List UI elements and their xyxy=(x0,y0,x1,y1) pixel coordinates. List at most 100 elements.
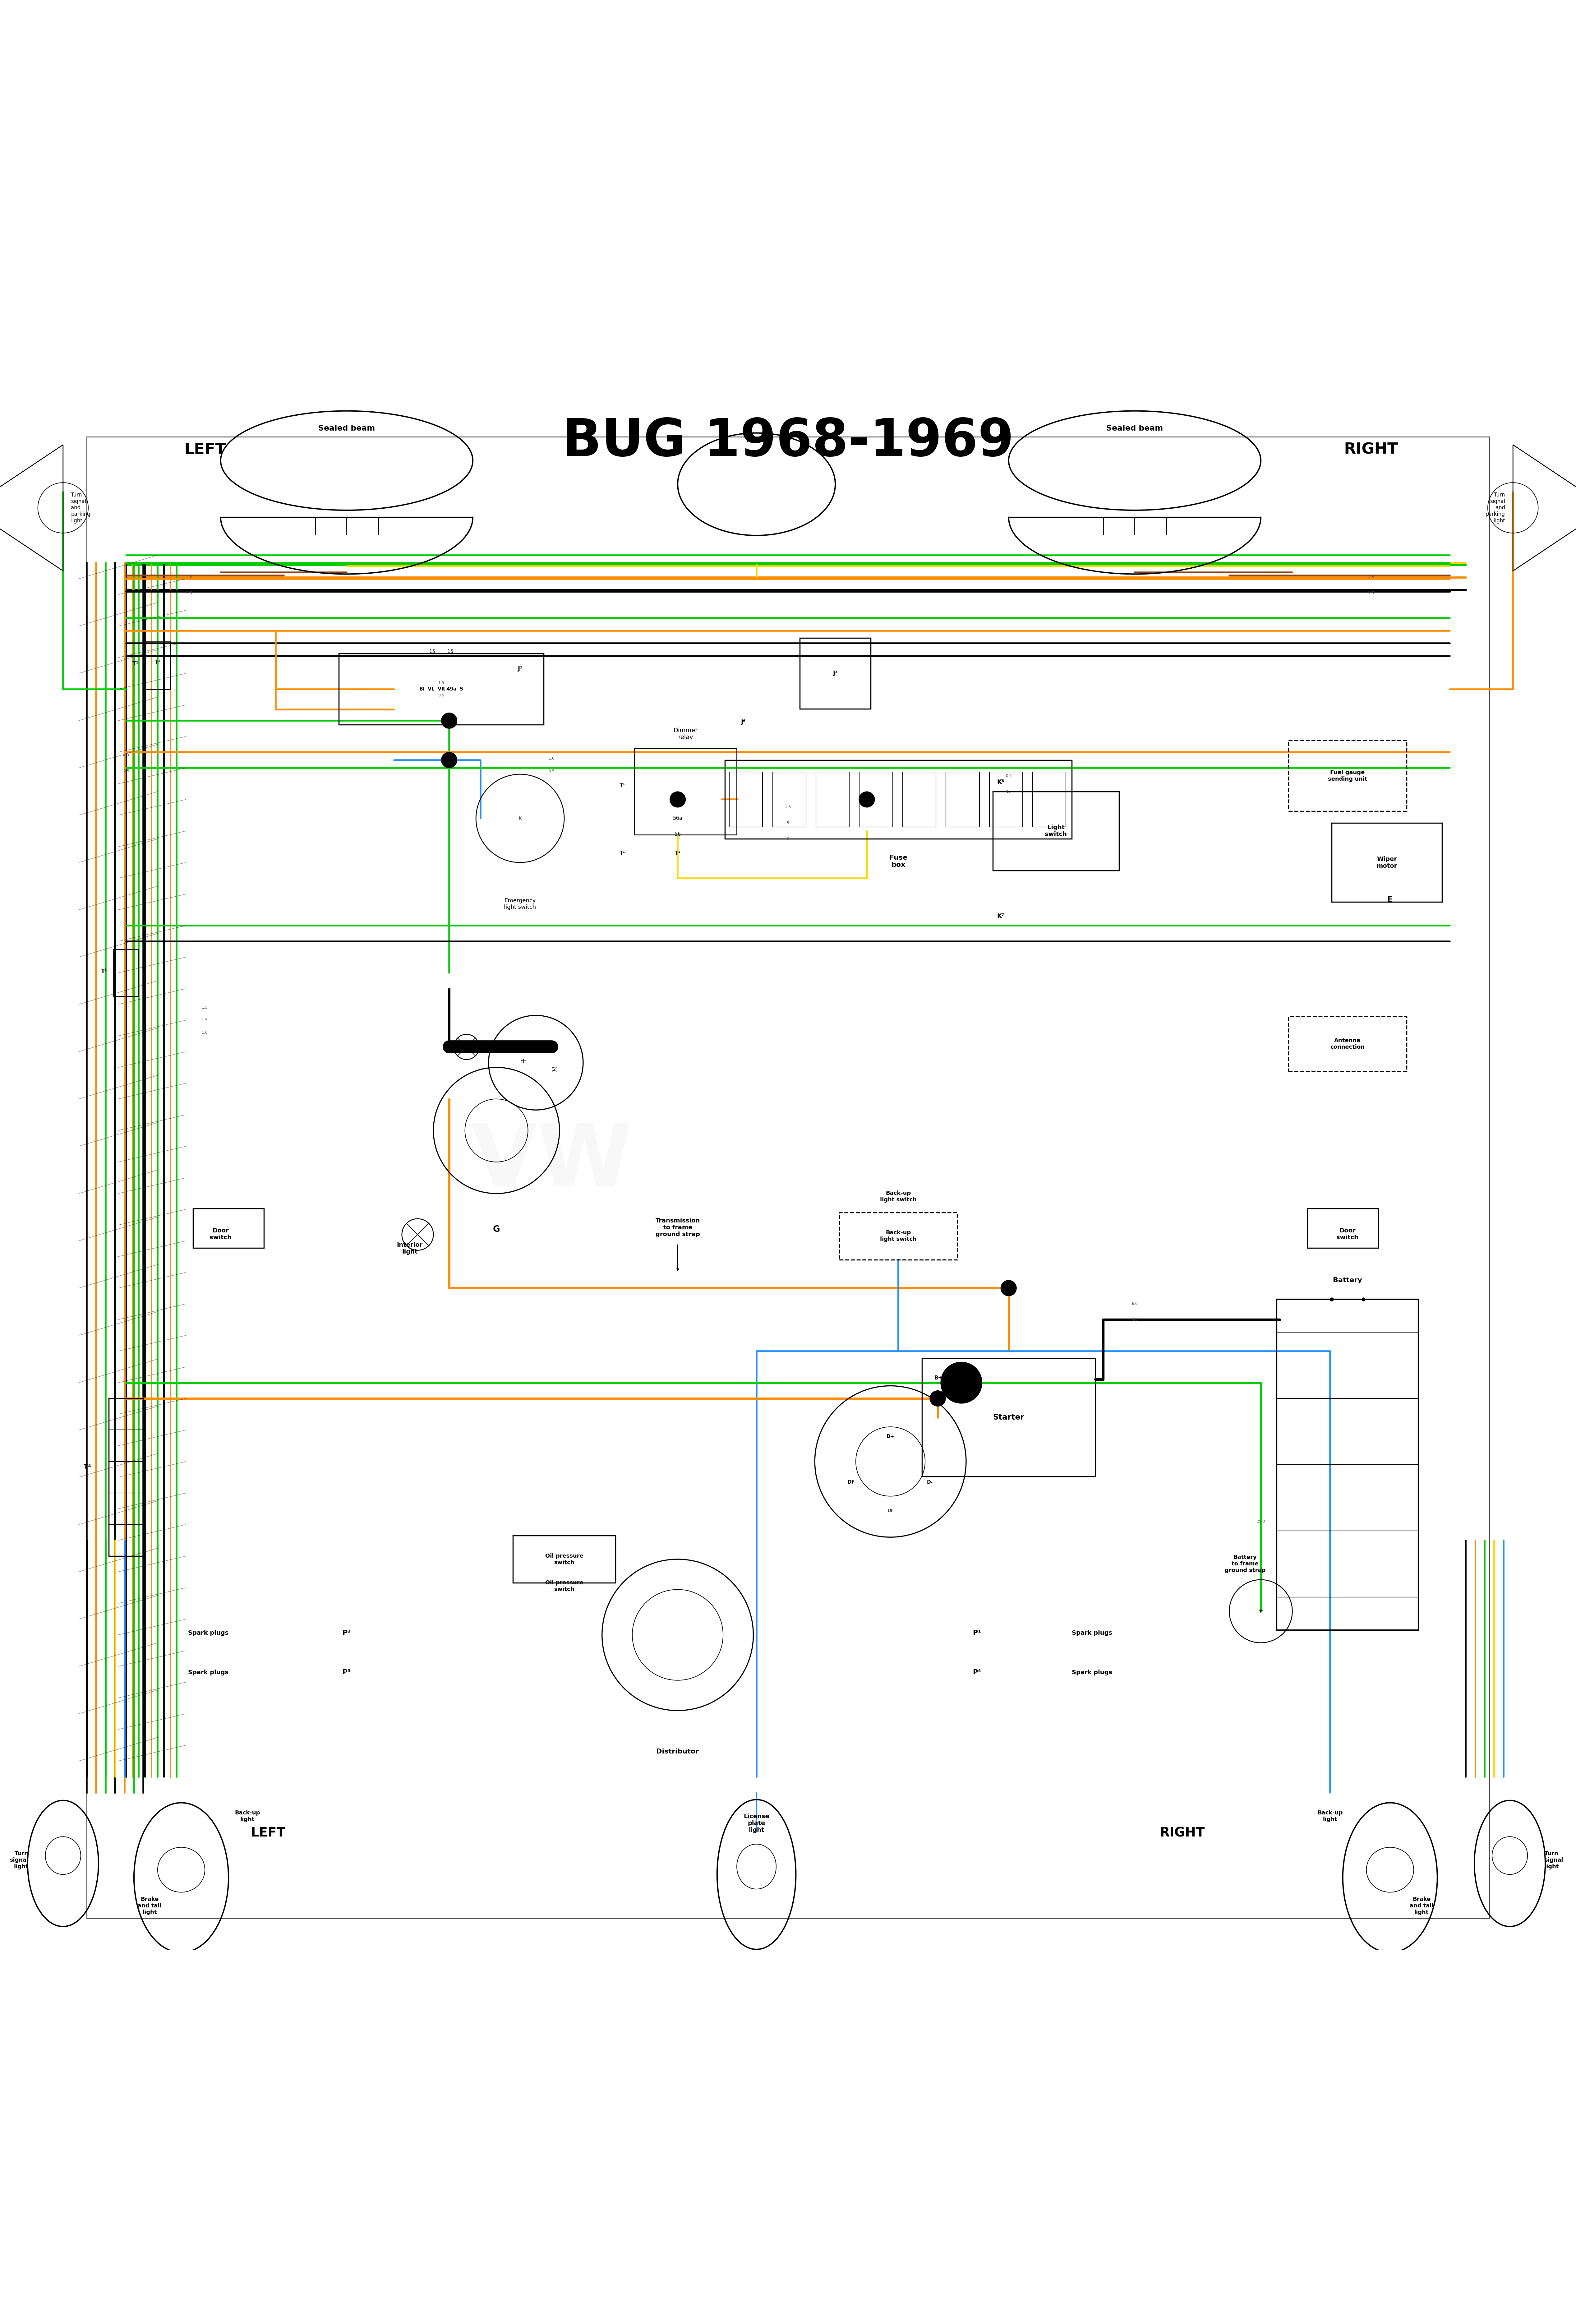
Circle shape xyxy=(1001,1281,1017,1297)
Text: Brake
and tail
light: Brake and tail light xyxy=(1409,1896,1434,1915)
Text: 1.0: 1.0 xyxy=(548,755,555,760)
Text: Oil pressure
switch: Oil pressure switch xyxy=(545,1580,583,1592)
Text: Emergency
light switch: Emergency light switch xyxy=(504,897,536,911)
Text: P³: P³ xyxy=(342,1669,351,1676)
Bar xyxy=(730,772,763,827)
Text: Back-up
light: Back-up light xyxy=(1318,1810,1343,1822)
Circle shape xyxy=(941,1362,982,1404)
Bar xyxy=(87,437,1489,1920)
Bar xyxy=(903,772,936,827)
Text: 56a: 56a xyxy=(673,816,682,820)
Text: Light
switch: Light switch xyxy=(1045,825,1067,837)
Text: Battery
to frame
ground strap: Battery to frame ground strap xyxy=(1225,1555,1266,1573)
Bar xyxy=(990,772,1023,827)
Text: 2.5: 2.5 xyxy=(123,769,129,774)
Bar xyxy=(946,772,979,827)
Text: Door
switch: Door switch xyxy=(1336,1227,1359,1241)
Bar xyxy=(772,772,805,827)
Text: 25.0: 25.0 xyxy=(1256,1520,1266,1525)
Text: 0.5: 0.5 xyxy=(438,693,444,697)
Text: Turn
signal
and
parking
light: Turn signal and parking light xyxy=(1486,493,1505,523)
Text: VW: VW xyxy=(471,1120,632,1204)
Circle shape xyxy=(441,753,457,767)
Text: Spark plugs: Spark plugs xyxy=(188,1669,229,1676)
Text: RIGHT: RIGHT xyxy=(1344,442,1398,458)
Text: 2.5: 2.5 xyxy=(1368,574,1374,579)
Text: 2.5: 2.5 xyxy=(785,806,791,809)
Circle shape xyxy=(670,792,686,806)
Text: Bl  VL  VR 49a  S: Bl VL VR 49a S xyxy=(419,688,463,693)
Text: Spark plugs: Spark plugs xyxy=(1072,1629,1113,1636)
Text: T¹: T¹ xyxy=(619,851,626,855)
Text: D+: D+ xyxy=(886,1434,895,1439)
Text: BUG 1968-1969: BUG 1968-1969 xyxy=(563,416,1013,467)
Text: Turn
signal
light: Turn signal light xyxy=(9,1850,28,1868)
Text: LEFT: LEFT xyxy=(251,1827,285,1838)
Text: Transmission
to frame
ground strap: Transmission to frame ground strap xyxy=(656,1218,700,1236)
Text: Turn
signal
and
parking
light: Turn signal and parking light xyxy=(71,493,90,523)
Text: RIGHT: RIGHT xyxy=(1160,1827,1204,1838)
Text: T¹: T¹ xyxy=(675,851,681,855)
Text: Brake
and tail
light: Brake and tail light xyxy=(137,1896,162,1915)
Text: 1.0: 1.0 xyxy=(202,1032,208,1034)
Text: B+: B+ xyxy=(935,1376,942,1380)
Text: Spark plugs: Spark plugs xyxy=(1072,1669,1113,1676)
Text: Fuse
box: Fuse box xyxy=(889,855,908,869)
Text: DF: DF xyxy=(887,1508,894,1513)
Bar xyxy=(859,772,892,827)
Circle shape xyxy=(441,713,457,727)
Text: Wiper
motor: Wiper motor xyxy=(1376,855,1398,869)
Text: 4.0: 4.0 xyxy=(1132,1318,1138,1322)
Bar xyxy=(1332,823,1442,902)
Text: Turn
signal
light: Turn signal light xyxy=(1544,1850,1563,1868)
Text: Fuel gauge
sending unit: Fuel gauge sending unit xyxy=(1329,769,1366,781)
Text: G: G xyxy=(493,1225,500,1234)
Bar xyxy=(799,637,870,709)
Text: Distributor: Distributor xyxy=(656,1748,700,1755)
Bar xyxy=(725,760,1072,839)
Bar xyxy=(113,948,139,997)
Bar xyxy=(1277,1299,1418,1629)
Text: Interior
light: Interior light xyxy=(397,1241,422,1255)
Text: H¹: H¹ xyxy=(520,1057,526,1064)
Bar xyxy=(109,1399,143,1557)
Text: 2.5: 2.5 xyxy=(186,574,192,579)
Bar xyxy=(816,772,849,827)
Text: Dimmer
relay: Dimmer relay xyxy=(673,727,698,741)
Text: Battery: Battery xyxy=(1333,1278,1362,1283)
Text: H²: H² xyxy=(544,1048,550,1053)
Text: 0.5: 0.5 xyxy=(1005,774,1012,779)
Text: 5: 5 xyxy=(786,820,790,825)
Text: T¹: T¹ xyxy=(154,660,161,665)
Circle shape xyxy=(859,792,875,806)
Text: 2.5: 2.5 xyxy=(1368,590,1374,595)
Text: +: + xyxy=(1258,1608,1264,1615)
Text: Back-up
light switch: Back-up light switch xyxy=(879,1229,917,1241)
Text: Spark plugs: Spark plugs xyxy=(188,1629,229,1636)
Text: P¹: P¹ xyxy=(972,1629,982,1636)
Circle shape xyxy=(930,1390,946,1406)
Bar xyxy=(1289,741,1407,811)
Text: 4.0: 4.0 xyxy=(123,753,129,758)
Bar xyxy=(922,1357,1095,1476)
Bar xyxy=(1308,1208,1379,1248)
Text: Antenna
connection: Antenna connection xyxy=(1330,1039,1365,1050)
Bar xyxy=(194,1208,263,1248)
Bar xyxy=(145,641,170,690)
Text: T¹: T¹ xyxy=(132,660,139,667)
Text: 8: 8 xyxy=(786,837,790,841)
Bar xyxy=(993,792,1119,872)
Bar xyxy=(1032,772,1065,827)
Text: D-: D- xyxy=(927,1480,933,1485)
Text: 1.5: 1.5 xyxy=(202,1018,208,1023)
Bar xyxy=(634,748,736,834)
Text: P⁴: P⁴ xyxy=(972,1669,982,1676)
Text: J⁶: J⁶ xyxy=(741,718,745,725)
Text: 1.5: 1.5 xyxy=(438,681,444,686)
Text: 2.5: 2.5 xyxy=(186,590,192,595)
Text: J¹: J¹ xyxy=(517,665,523,672)
Text: 1.5: 1.5 xyxy=(202,1006,208,1009)
Text: Back-up
light switch: Back-up light switch xyxy=(879,1190,917,1202)
Text: 6.0: 6.0 xyxy=(1132,1301,1138,1306)
Text: E: E xyxy=(1387,897,1393,904)
